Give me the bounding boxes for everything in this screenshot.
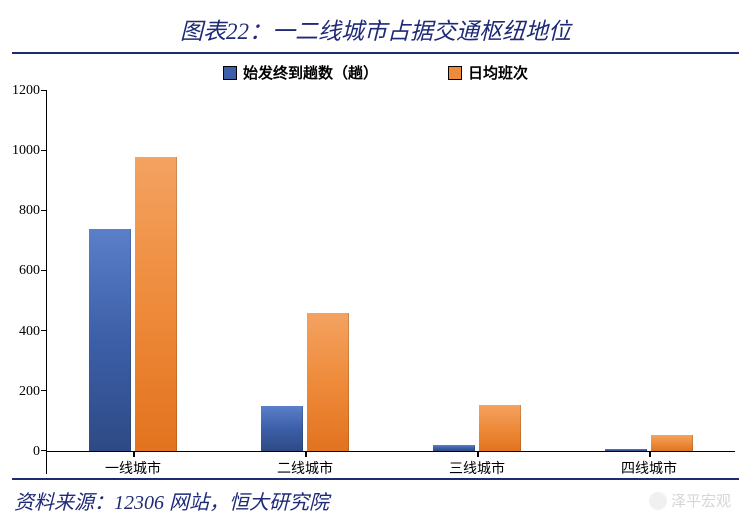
bar [135, 157, 177, 451]
source-bar: 资料来源：12306 网站，恒大研究院 泽平宏观 [12, 478, 739, 517]
bar [433, 445, 475, 451]
bar [89, 229, 131, 451]
y-tick-mark [41, 390, 47, 392]
chart-title: 图表22：一二线城市占据交通枢纽地位 [180, 19, 571, 44]
y-axis: 120010008006004002000 [12, 91, 46, 474]
chart-area: 120010008006004002000 一线城市二线城市三线城市四线城市 [12, 87, 739, 478]
bar [261, 406, 303, 451]
chart-title-bar: 图表22：一二线城市占据交通枢纽地位 [12, 8, 739, 54]
watermark: 泽平宏观 [649, 490, 739, 511]
y-tick-mark [41, 90, 47, 92]
bar [651, 435, 693, 452]
bar [479, 405, 521, 452]
x-tick-label: 四线城市 [563, 452, 735, 474]
source-text: 资料来源：12306 网站，恒大研究院 [14, 486, 329, 515]
y-tick-mark [41, 270, 47, 272]
legend-label-1: 日均班次 [468, 62, 528, 83]
legend-swatch-1 [448, 66, 462, 80]
plot-area [47, 91, 735, 452]
y-tick-mark [41, 330, 47, 332]
bar [605, 449, 647, 451]
x-tick-label: 三线城市 [391, 452, 563, 474]
bar-groups [47, 91, 735, 451]
x-tick-label: 二线城市 [219, 452, 391, 474]
x-tick-label: 一线城市 [47, 452, 219, 474]
bar [307, 313, 349, 451]
legend: 始发终到趟数（趟） 日均班次 [12, 54, 739, 87]
y-tick-mark [41, 450, 47, 452]
legend-label-0: 始发终到趟数（趟） [243, 62, 378, 83]
plot-wrap: 一线城市二线城市三线城市四线城市 [46, 91, 735, 474]
legend-item: 始发终到趟数（趟） [223, 62, 378, 83]
y-tick-mark [41, 210, 47, 212]
legend-swatch-0 [223, 66, 237, 80]
x-axis: 一线城市二线城市三线城市四线城市 [47, 452, 735, 474]
y-tick-mark [41, 150, 47, 152]
bar-group [563, 91, 735, 451]
watermark-text: 泽平宏观 [671, 490, 731, 511]
bar-group [47, 91, 219, 451]
legend-item: 日均班次 [448, 62, 528, 83]
bar-group [391, 91, 563, 451]
watermark-icon [649, 492, 667, 510]
bar-group [219, 91, 391, 451]
